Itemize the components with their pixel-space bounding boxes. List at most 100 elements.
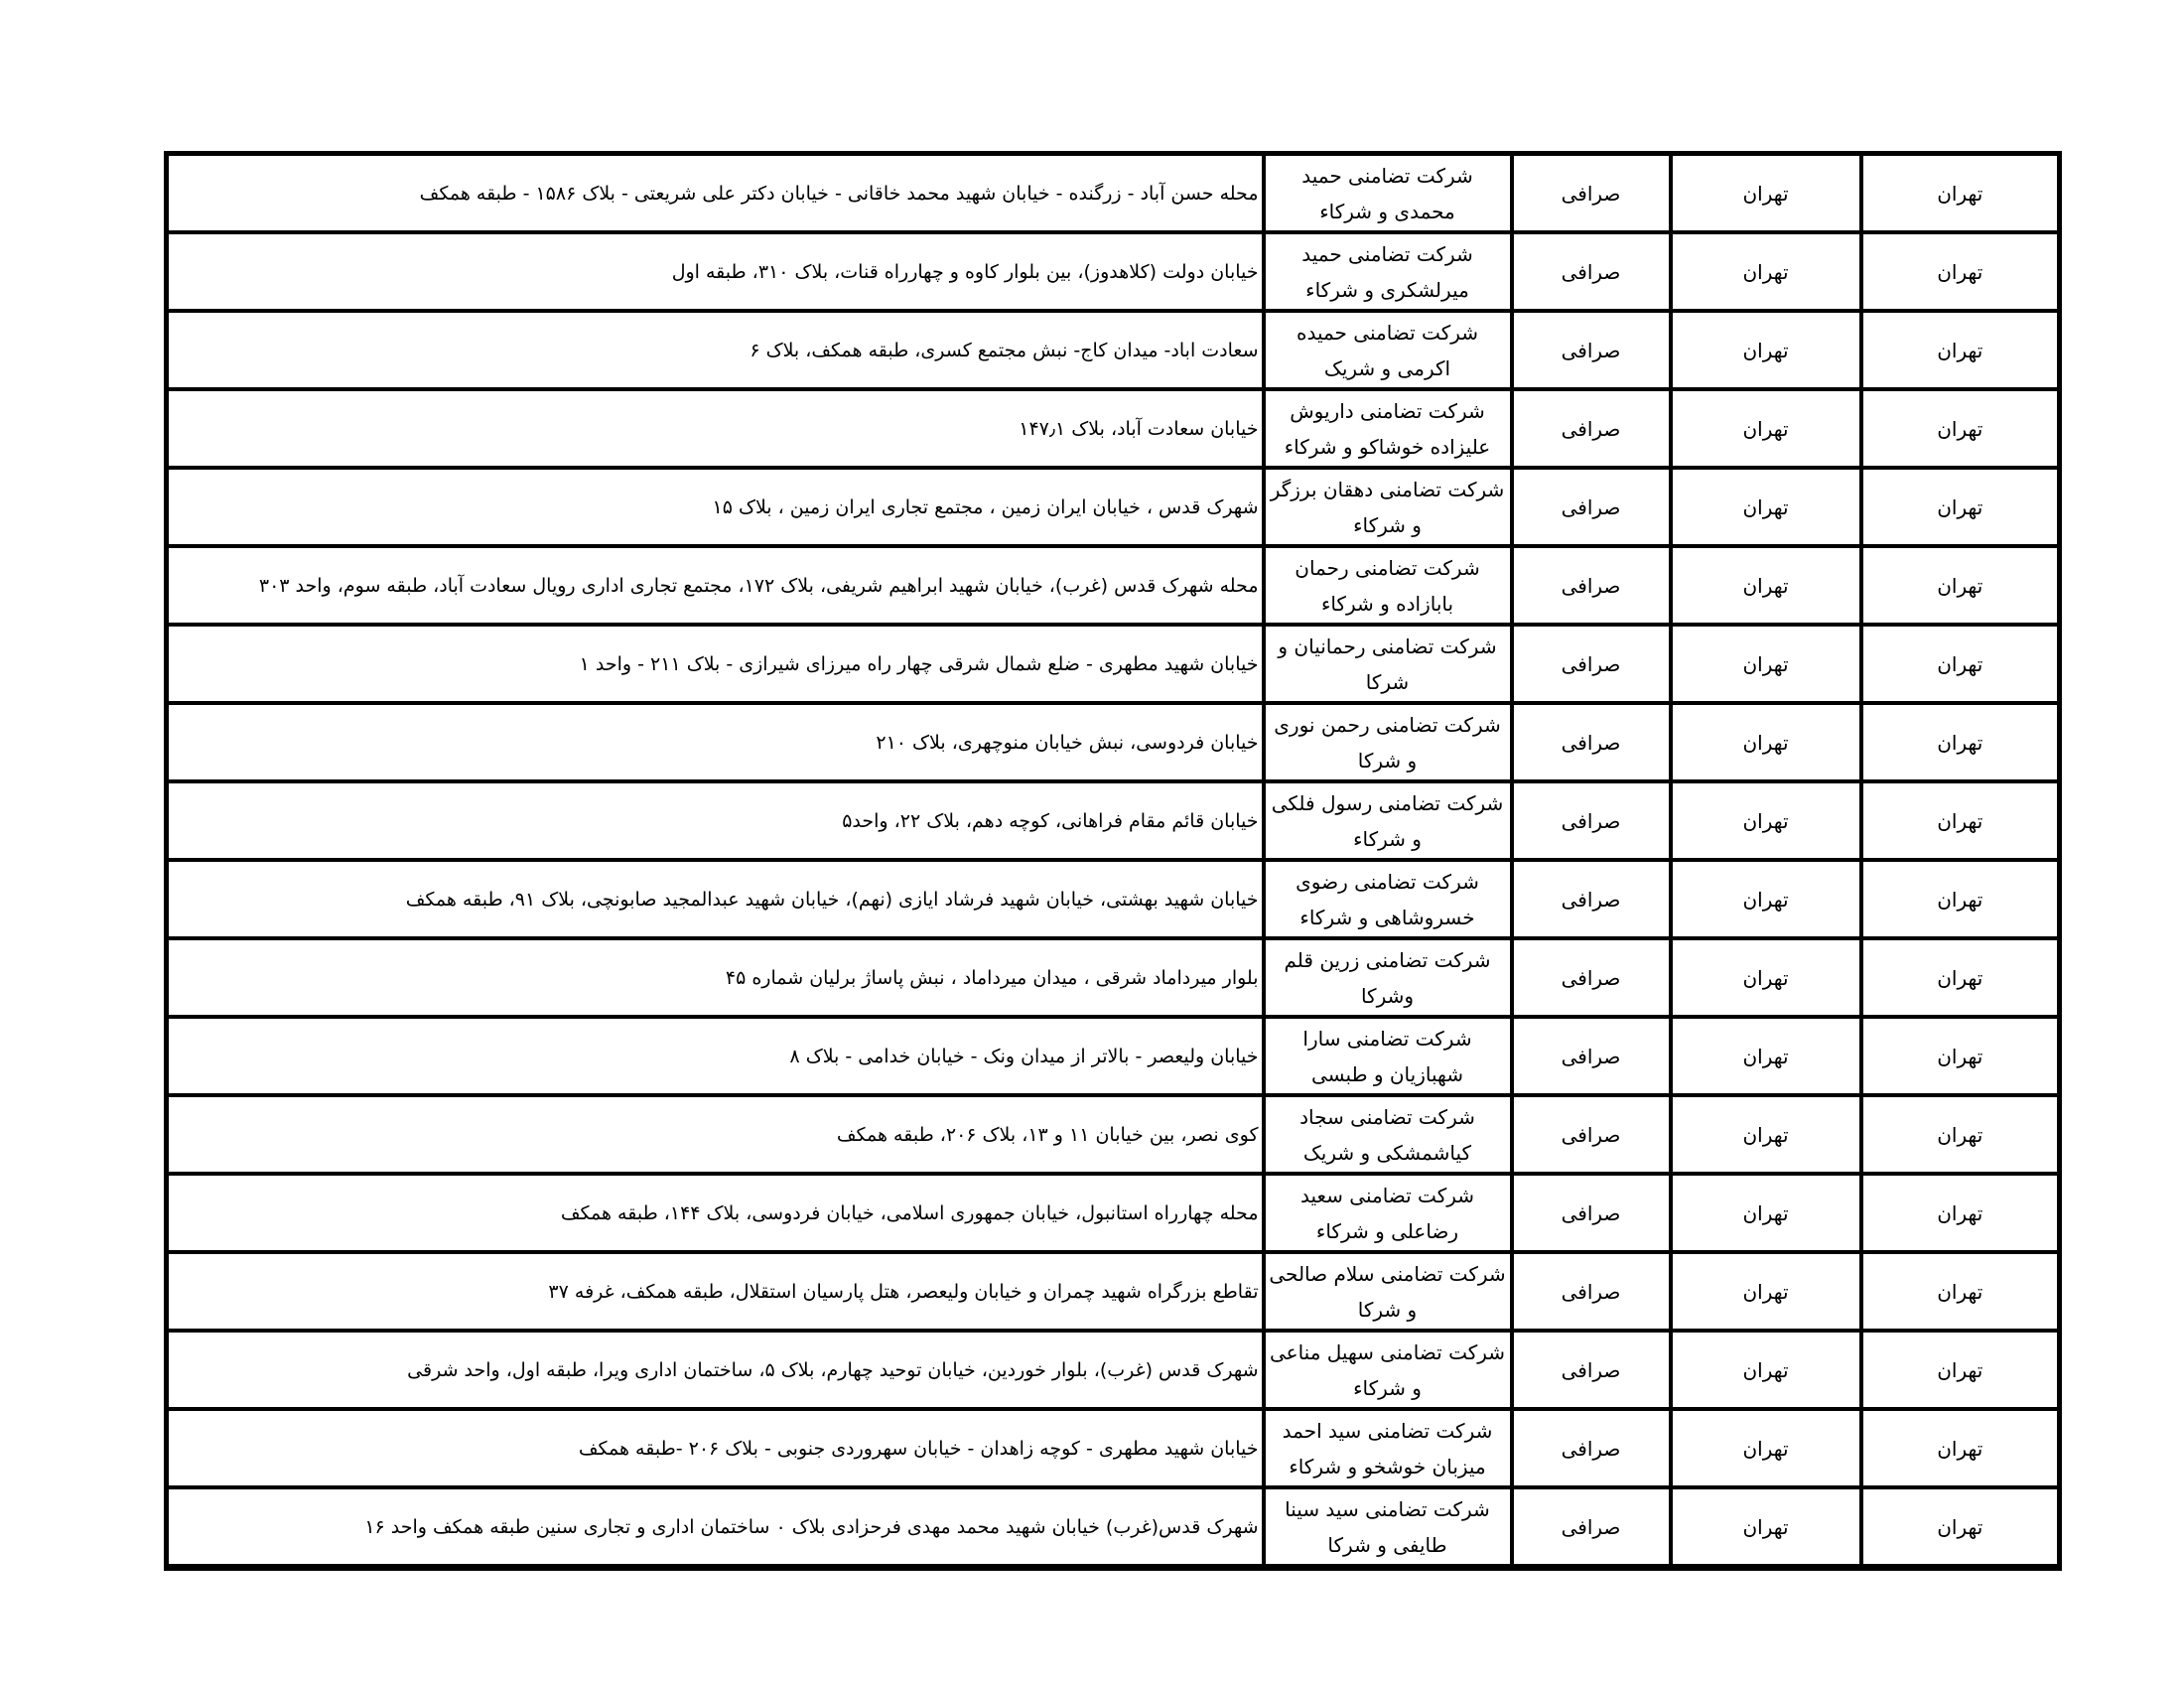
company-name-cell: شرکت تضامنی دهقان برزگر و شرکاء	[1261, 466, 1514, 548]
table-row: تهران تهران صرافی شرکت تضامنی رحمن نوری …	[164, 701, 2062, 783]
address-cell: خیابان دولت (کلاهدوز)، بین بلوار کاوه و …	[164, 230, 1266, 313]
province-cell: تهران	[1858, 1015, 2062, 1097]
province-cell: تهران	[1858, 858, 2062, 940]
type-cell: صرافی	[1509, 779, 1673, 862]
province-cell: تهران	[1858, 1250, 2062, 1333]
type-cell: صرافی	[1509, 1093, 1673, 1176]
company-name-cell: شرکت تضامنی سید سینا طایفی و شرکا	[1261, 1485, 1514, 1570]
city-cell: تهران	[1668, 936, 1863, 1019]
city-cell: تهران	[1668, 1250, 1863, 1333]
table-row: تهران تهران صرافی شرکت تضامنی حمید میرلش…	[164, 230, 2062, 313]
province-cell: تهران	[1858, 1172, 2062, 1254]
address-cell: محله شهرک قدس (غرب)، خیابان شهید ابراهیم…	[164, 544, 1266, 627]
type-cell: صرافی	[1509, 466, 1673, 548]
type-cell: صرافی	[1509, 544, 1673, 627]
company-name-cell: شرکت تضامنی حمید محمدی و شرکاء	[1261, 151, 1514, 234]
type-cell: صرافی	[1509, 1250, 1673, 1333]
city-cell: تهران	[1668, 309, 1863, 391]
address-cell: خیابان ولیعصر - بالاتر از میدان ونک - خی…	[164, 1015, 1266, 1097]
address-cell: سعادت اباد- میدان کاج- نبش مجتمع کسری، ط…	[164, 309, 1266, 391]
type-cell: صرافی	[1509, 309, 1673, 391]
city-cell: تهران	[1668, 1407, 1863, 1489]
province-cell: تهران	[1858, 151, 2062, 234]
table-row: تهران تهران صرافی شرکت تضامنی زرین قلم و…	[164, 936, 2062, 1019]
company-name-cell: شرکت تضامنی سارا شهبازیان و طبسی	[1261, 1015, 1514, 1097]
table-row: تهران تهران صرافی شرکت تضامنی سید سینا ط…	[164, 1485, 2062, 1570]
city-cell: تهران	[1668, 623, 1863, 705]
province-cell: تهران	[1858, 1329, 2062, 1411]
type-cell: صرافی	[1509, 387, 1673, 470]
address-cell: خیابان شهید مطهری - ضلع شمال شرقی چهار ر…	[164, 623, 1266, 705]
company-name-cell: شرکت تضامنی رضوی خسروشاهی و شرکاء	[1261, 858, 1514, 940]
address-cell: خیابان فردوسی، نبش خیابان منوچهری، بلاک …	[164, 701, 1266, 783]
city-cell: تهران	[1668, 466, 1863, 548]
table-row: تهران تهران صرافی شرکت تضامنی رسول فلکی …	[164, 779, 2062, 862]
city-cell: تهران	[1668, 779, 1863, 862]
company-name-cell: شرکت تضامنی سلام صالحی و شرکا	[1261, 1250, 1514, 1333]
exchange-companies-table: تهران تهران صرافی شرکت تضامنی حمید محمدی…	[164, 151, 2062, 1571]
table-row: تهران تهران صرافی شرکت تضامنی داریوش علی…	[164, 387, 2062, 470]
table-row: تهران تهران صرافی شرکت تضامنی سارا شهباز…	[164, 1015, 2062, 1097]
type-cell: صرافی	[1509, 936, 1673, 1019]
address-cell: محله چهارراه استانبول، خیابان جمهوری اسل…	[164, 1172, 1266, 1254]
company-name-cell: شرکت تضامنی رحمن نوری و شرکا	[1261, 701, 1514, 783]
type-cell: صرافی	[1509, 230, 1673, 313]
province-cell: تهران	[1858, 701, 2062, 783]
address-cell: کوی نصر، بین خیابان ۱۱ و ۱۳، بلاک ۲۰۶، ط…	[164, 1093, 1266, 1176]
province-cell: تهران	[1858, 1485, 2062, 1570]
company-name-cell: شرکت تضامنی رحمان بابازاده و شرکاء	[1261, 544, 1514, 627]
address-cell: خیابان شهید مطهری - کوچه زاهدان - خیابان…	[164, 1407, 1266, 1489]
city-cell: تهران	[1668, 701, 1863, 783]
table-row: تهران تهران صرافی شرکت تضامنی سعید رضاعل…	[164, 1172, 2062, 1254]
province-cell: تهران	[1858, 466, 2062, 548]
city-cell: تهران	[1668, 1015, 1863, 1097]
city-cell: تهران	[1668, 1172, 1863, 1254]
company-name-cell: شرکت تضامنی سعید رضاعلی و شرکاء	[1261, 1172, 1514, 1254]
table-row: تهران تهران صرافی شرکت تضامنی دهقان برزگ…	[164, 466, 2062, 548]
address-cell: خیابان سعادت آباد، بلاک ۱۴۷٫۱	[164, 387, 1266, 470]
table-row: تهران تهران صرافی شرکت تضامنی رحمانیان و…	[164, 623, 2062, 705]
province-cell: تهران	[1858, 544, 2062, 627]
type-cell: صرافی	[1509, 623, 1673, 705]
table-row: تهران تهران صرافی شرکت تضامنی سلام صالحی…	[164, 1250, 2062, 1333]
type-cell: صرافی	[1509, 1485, 1673, 1570]
address-cell: شهرک قدس ، خیابان ایران زمین ، مجتمع تجا…	[164, 466, 1266, 548]
table-row: تهران تهران صرافی شرکت تضامنی حمید محمدی…	[164, 151, 2062, 234]
company-name-cell: شرکت تضامنی داریوش علیزاده خوشاکو و شرکا…	[1261, 387, 1514, 470]
province-cell: تهران	[1858, 230, 2062, 313]
type-cell: صرافی	[1509, 858, 1673, 940]
address-cell: بلوار میرداماد شرقی ، میدان میرداماد ، ن…	[164, 936, 1266, 1019]
table-body: تهران تهران صرافی شرکت تضامنی حمید محمدی…	[164, 151, 2062, 1570]
address-cell: خیابان شهید بهشتی، خیابان شهید فرشاد ایا…	[164, 858, 1266, 940]
table-row: تهران تهران صرافی شرکت تضامنی سجاد کیاشم…	[164, 1093, 2062, 1176]
type-cell: صرافی	[1509, 701, 1673, 783]
province-cell: تهران	[1858, 1093, 2062, 1176]
city-cell: تهران	[1668, 387, 1863, 470]
city-cell: تهران	[1668, 1093, 1863, 1176]
table-row: تهران تهران صرافی شرکت تضامنی سید احمد م…	[164, 1407, 2062, 1489]
address-cell: شهرک قدس (غرب)، بلوار خوردین، خیابان توح…	[164, 1329, 1266, 1411]
province-cell: تهران	[1858, 309, 2062, 391]
company-name-cell: شرکت تضامنی حمیده اکرمی و شریک	[1261, 309, 1514, 391]
type-cell: صرافی	[1509, 1015, 1673, 1097]
province-cell: تهران	[1858, 1407, 2062, 1489]
company-name-cell: شرکت تضامنی سهیل مناعی و شرکاء	[1261, 1329, 1514, 1411]
city-cell: تهران	[1668, 858, 1863, 940]
address-cell: تقاطع بزرگراه شهید چمران و خیابان ولیعصر…	[164, 1250, 1266, 1333]
address-cell: محله حسن آباد - زرگنده - خیابان شهید محم…	[164, 151, 1266, 234]
province-cell: تهران	[1858, 936, 2062, 1019]
company-name-cell: شرکت تضامنی سجاد کیاشمشکی و شریک	[1261, 1093, 1514, 1176]
table-row: تهران تهران صرافی شرکت تضامنی رضوی خسروش…	[164, 858, 2062, 940]
table-row: تهران تهران صرافی شرکت تضامنی سهیل مناعی…	[164, 1329, 2062, 1411]
company-name-cell: شرکت تضامنی رسول فلکی و شرکاء	[1261, 779, 1514, 862]
table-row: تهران تهران صرافی شرکت تضامنی حمیده اکرم…	[164, 309, 2062, 391]
type-cell: صرافی	[1509, 1407, 1673, 1489]
city-cell: تهران	[1668, 151, 1863, 234]
type-cell: صرافی	[1509, 1172, 1673, 1254]
province-cell: تهران	[1858, 387, 2062, 470]
company-name-cell: شرکت تضامنی رحمانیان و شرکا	[1261, 623, 1514, 705]
address-cell: خیابان قائم مقام فراهانی، کوچه دهم، بلاک…	[164, 779, 1266, 862]
company-name-cell: شرکت تضامنی زرین قلم وشرکا	[1261, 936, 1514, 1019]
type-cell: صرافی	[1509, 1329, 1673, 1411]
